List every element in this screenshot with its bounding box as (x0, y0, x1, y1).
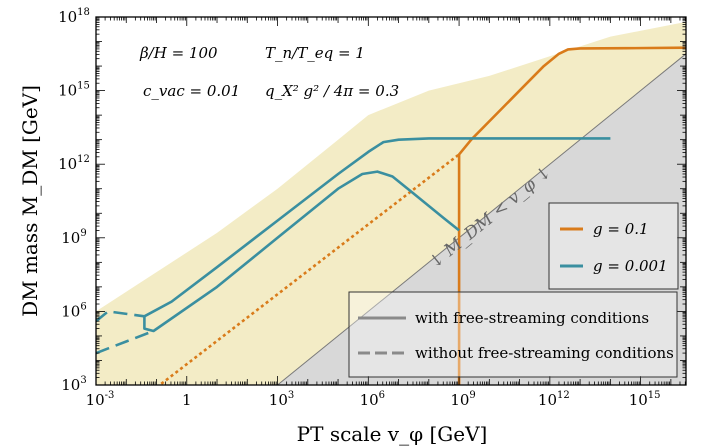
color-legend-box (548, 202, 679, 290)
series-line-g01-dotted-1 (157, 153, 460, 385)
x-tick-label: 103 (269, 390, 294, 409)
series-line-g0001-dashed-5 (96, 329, 154, 355)
series-line-g0001-solid-3 (143, 170, 460, 333)
series-line-g0001-dashed-4 (96, 310, 145, 323)
y-axis-title: DM mass M_DM [GeV] (18, 85, 42, 317)
x-tick-label: 109 (450, 390, 475, 409)
y-tick-label: 1015 (58, 81, 90, 100)
x-tick-label: 1015 (629, 390, 661, 409)
param-c-vac: c_vac = 0.01 (143, 82, 240, 100)
y-tick-label: 106 (61, 301, 86, 320)
color-legend: g = 0.1 g = 0.001 (548, 202, 679, 290)
x-tick-label: 1 (182, 391, 192, 409)
y-tick-label: 1012 (58, 154, 90, 173)
excluded-region (276, 53, 686, 385)
style-label-0: with free-streaming conditions (415, 309, 649, 327)
y-tick-label: 109 (61, 228, 86, 247)
legend-label-1: g = 0.001 (593, 257, 668, 275)
plot-frame (95, 16, 687, 386)
series-line-g01-solid-0 (457, 46, 686, 385)
legend-label-0: g = 0.1 (593, 220, 649, 238)
style-legend: with free-streaming conditions without fr… (348, 291, 678, 378)
param-coupling: q_X² g² / 4π = 0.3 (265, 82, 399, 100)
param-tn-over-teq: T_n/T_eq = 1 (265, 44, 365, 62)
x-tick-label: 10-3 (86, 390, 115, 409)
series-layer (96, 46, 686, 385)
regions-layer (96, 21, 686, 385)
y-tick-label: 103 (61, 375, 86, 394)
x-axis-title: PT scale v_φ [GeV] (297, 422, 488, 446)
series-line-g0001-solid-2 (143, 137, 611, 318)
labels-layer: 10-3 1 103 106 109 1012 1015 103 106 109 1012 1015 1… (18, 7, 679, 446)
style-legend-box (348, 291, 678, 378)
style-label-1: without free-streaming conditions (415, 344, 674, 362)
y-tick-label: 1018 (58, 7, 90, 26)
param-beta-over-h: β/H = 100 (139, 44, 218, 62)
x-tick-label: 1012 (538, 390, 570, 409)
x-tick-label: 106 (360, 390, 385, 409)
